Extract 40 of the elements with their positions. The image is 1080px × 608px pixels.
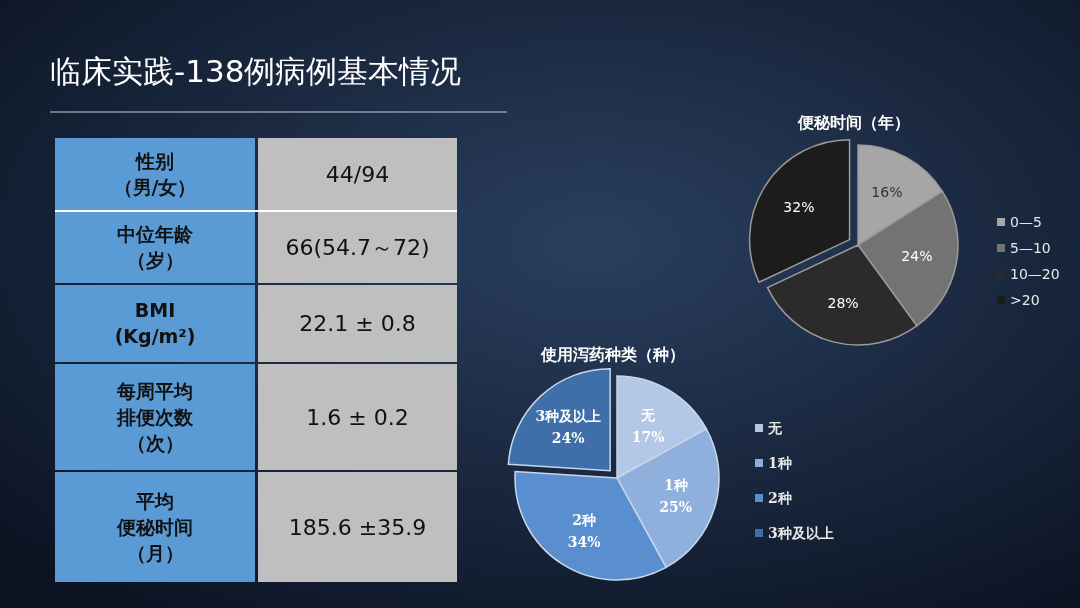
text: （月） [126,541,184,564]
text: 便秘时间 [116,515,193,538]
text: BMI [134,299,176,322]
data-label: 24% [901,248,933,265]
data-label: 25% [659,498,693,515]
slice-label: 2种 [572,511,597,528]
legend-label: 无 [767,419,783,436]
data-label: 17% [631,429,665,446]
text: 临床实践-138例病例基本情况 [50,53,462,89]
text: 44/94 [325,161,390,187]
legend-label: 5—10 [1010,239,1051,256]
data-label: 28% [827,295,859,312]
legend-label: 2种 [768,489,792,506]
text: 排便次数 [116,405,194,428]
text: 中位年龄 [117,223,194,246]
data-label: 34% [567,533,601,550]
data-label: 24% [551,430,585,446]
text: （岁） [126,249,184,272]
text: 平均 [135,489,174,512]
legend-label: 1种 [768,454,792,471]
slice-label: 1种 [663,476,688,493]
text: 1.6 ± 0.2 [306,404,409,430]
text: 185.6 ±35.9 [288,514,427,540]
legend-label: >20 [1010,291,1040,308]
text: 性别 [135,149,174,172]
text: 66(54.7～72) [285,235,430,261]
text: （男/女） [113,175,197,198]
text: (Kg/m²) [114,325,196,348]
text: 每周平均 [116,379,193,402]
legend-label: 3种及以上 [768,524,834,541]
data-label: 32% [783,199,815,216]
legend-label: 0—5 [1010,213,1042,230]
text: 22.1 ± 0.8 [299,311,416,337]
data-label: 16% [871,184,903,201]
chart-title: 使用泻药种类（种） [540,345,685,364]
slice-label: 无 [640,407,657,424]
legend-label: 10—20 [1010,265,1060,282]
slice-label: 3种及以上 [535,408,602,424]
chart-title: 便秘时间（年） [797,113,910,132]
text: （次） [126,431,184,454]
